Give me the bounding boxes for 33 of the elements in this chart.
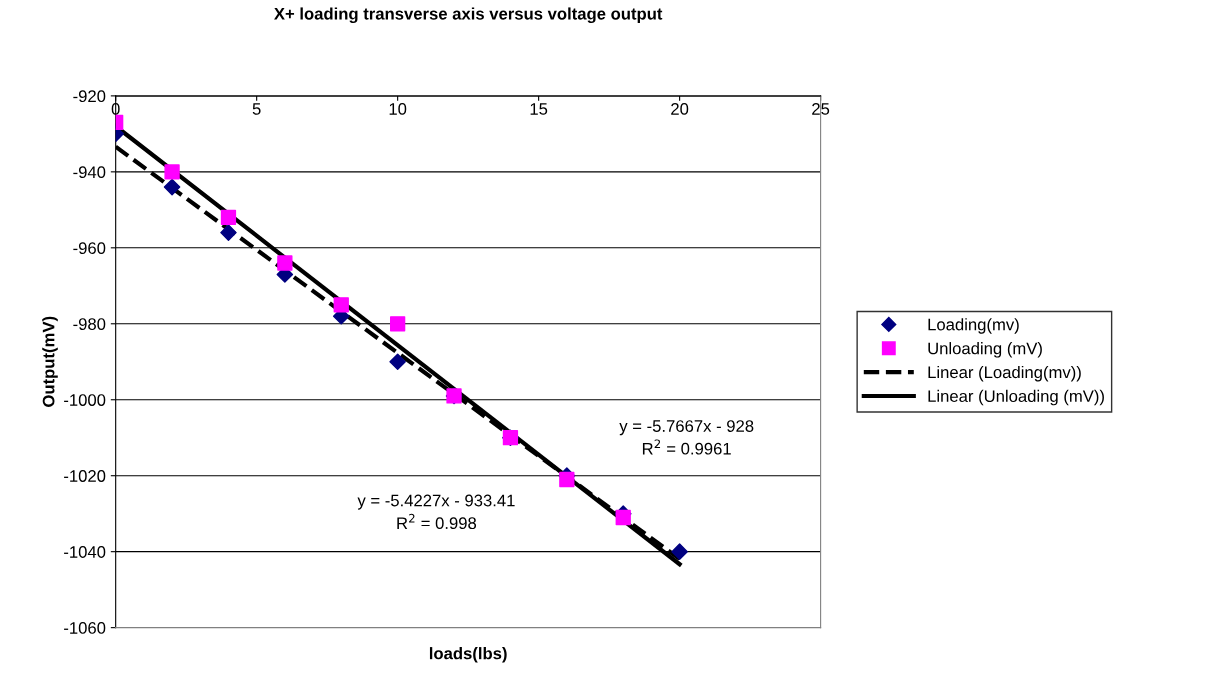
x-tick-label: 25 bbox=[812, 103, 830, 115]
point bbox=[615, 509, 631, 526]
point bbox=[163, 178, 181, 196]
annotation: y = -5.7667x - 928 R$^{2}$ = 0.9961 bbox=[619, 420, 754, 455]
y-tick-label: -960 bbox=[73, 242, 106, 255]
y-tick-label: -1020 bbox=[64, 470, 106, 482]
y-tick-label: -1060 bbox=[64, 622, 106, 634]
legend-label: Unloading (mV) bbox=[928, 342, 1042, 358]
x-tick-label: 20 bbox=[671, 103, 689, 115]
y-tick-label: -980 bbox=[73, 318, 106, 330]
point bbox=[559, 471, 575, 488]
point bbox=[671, 543, 688, 560]
x-tick-label: 15 bbox=[530, 103, 548, 115]
annotation: y = -5.4227x - 933.41 R$^{2}$ = 0.998 bbox=[357, 494, 515, 530]
point bbox=[277, 255, 293, 271]
legend-label: Linear (Unloading (mV)) bbox=[928, 389, 1104, 406]
point bbox=[333, 297, 349, 313]
point bbox=[390, 316, 406, 332]
point bbox=[220, 224, 237, 241]
point bbox=[220, 209, 237, 226]
x-tick-label: 5 bbox=[252, 103, 261, 115]
x-axis-title: loads(lbs) bbox=[429, 647, 507, 663]
legend-label: Loading(mv) bbox=[928, 318, 1019, 334]
y-axis-title: Output(mV) bbox=[42, 316, 58, 407]
point bbox=[389, 353, 406, 371]
point bbox=[164, 164, 180, 180]
y-tick-label: -1000 bbox=[64, 394, 106, 406]
y-tick-label: -920 bbox=[73, 90, 106, 103]
chart-title: X+ loading transverse axis versus voltage output bbox=[274, 7, 663, 24]
y-tick-label: -940 bbox=[73, 166, 106, 179]
legend-label: Linear (Loading(mv)) bbox=[928, 365, 1081, 382]
x-tick-label: 10 bbox=[389, 103, 407, 115]
y-tick-label: -1040 bbox=[64, 546, 106, 558]
